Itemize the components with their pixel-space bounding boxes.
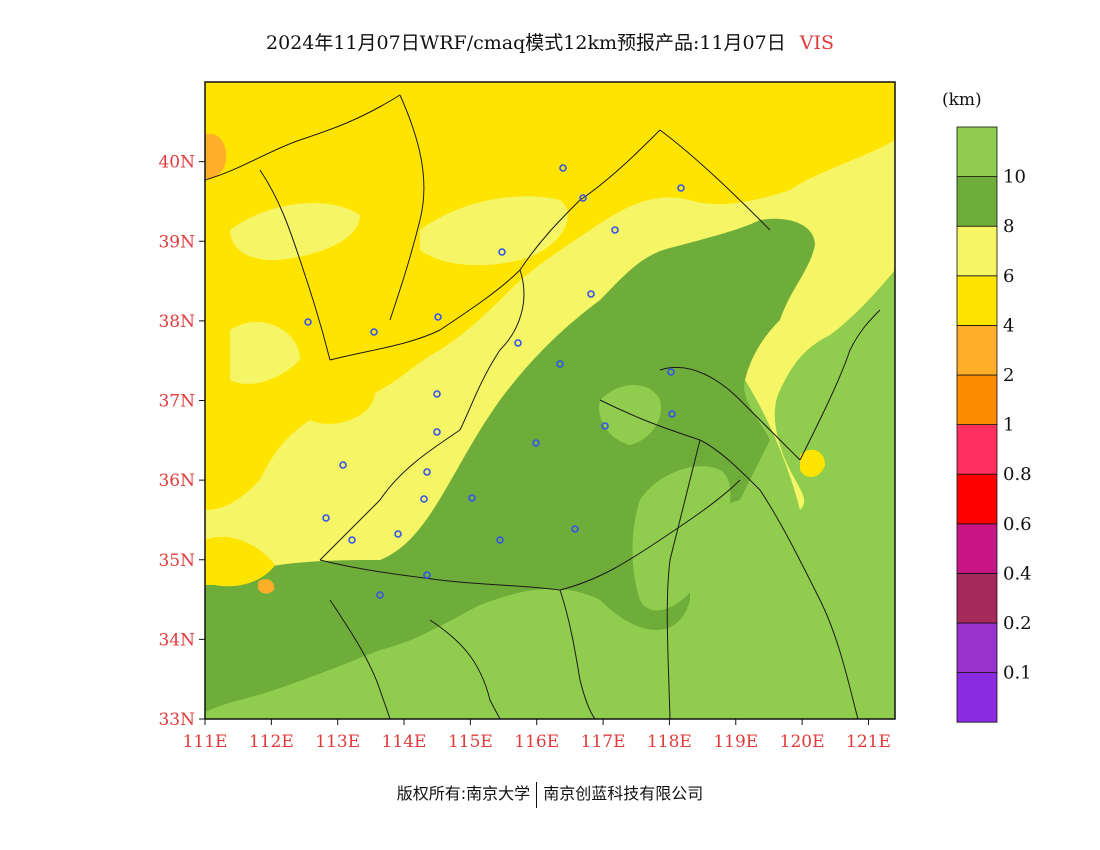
lon-label: 119E (713, 732, 758, 752)
colorbar: 0.1 0.2 0.4 0.6 0.8 1 2 4 6 8 10 (956, 126, 1032, 723)
field-2-4-patch2 (258, 579, 275, 594)
city-marker (498, 248, 506, 256)
chart-title: 2024年11月07日WRF/cmaq模式12km预报产品:11月07日 VIS (0, 28, 1100, 55)
city-marker (579, 194, 587, 202)
city-marker (322, 514, 330, 522)
colorbar-swatch (956, 324, 998, 376)
field-6-8-lobe3 (230, 321, 300, 384)
lon-label: 113E (315, 732, 360, 752)
lon-label: 117E (581, 732, 626, 752)
colorbar-swatch (956, 523, 998, 574)
colorbar-swatch (956, 374, 998, 425)
city-marker (433, 390, 441, 398)
field-4-6 (205, 82, 895, 510)
lat-label: 39N (158, 232, 195, 252)
field-4-6-patch3 (800, 449, 825, 477)
city-marker (394, 530, 402, 538)
colorbar-label: 8 (1003, 216, 1014, 237)
city-marker (532, 439, 540, 447)
lat-label: 40N (158, 153, 195, 173)
city-marker (370, 328, 378, 336)
city-marker (611, 226, 619, 234)
lon-label: 114E (382, 732, 427, 752)
lat-label: 37N (158, 392, 195, 412)
title-main: 2024年11月07日WRF/cmaq模式12km预报产品:11月07日 (266, 32, 786, 54)
footer-right: 南京创蓝科技有限公司 (543, 784, 704, 803)
lon-label: 120E (780, 732, 825, 752)
footer-separator (536, 781, 538, 808)
field-6-8-lobe2 (230, 203, 360, 261)
lon-label: 111E (183, 732, 228, 752)
lat-label: 33N (158, 710, 195, 730)
city-marker (514, 339, 522, 347)
field-6-8-lobe (420, 196, 568, 266)
colorbar-swatch (956, 275, 998, 326)
field-4-6-patch (205, 536, 275, 587)
lon-label: 115E (448, 732, 493, 752)
field-gt10-inner (632, 466, 731, 611)
city-marker (468, 494, 476, 502)
city-marker (559, 164, 567, 172)
city-marker (587, 290, 595, 298)
colorbar-label: 0.1 (1003, 663, 1032, 684)
lat-label: 38N (158, 312, 195, 332)
city-marker (420, 495, 428, 503)
city-marker (677, 184, 685, 192)
axes: 33N 34N 35N 36N 37N 38N 39N 40N 111E 112E 113E 114E… (158, 153, 890, 752)
city-marker (556, 360, 564, 368)
city-marker (571, 525, 579, 533)
city-marker (339, 461, 347, 469)
city-marker (496, 536, 504, 544)
city-marker (423, 468, 431, 476)
city-marker (434, 313, 442, 321)
title-variable: VIS (799, 32, 834, 54)
field-gt10-inner2 (599, 385, 661, 445)
city-marker (601, 422, 609, 430)
footer: 版权所有:南京大学 南京创蓝科技有限公司 (0, 780, 1100, 808)
colorbar-label: 6 (1003, 266, 1014, 287)
colorbar-label: 2 (1003, 365, 1014, 386)
city-marker (668, 410, 676, 418)
city-marker (423, 571, 431, 579)
lon-label: 116E (514, 732, 559, 752)
colorbar-swatch (956, 126, 998, 177)
city-marker (433, 428, 441, 436)
colorbar-swatch (956, 622, 998, 673)
lat-label: 36N (158, 471, 195, 491)
visibility-field (205, 82, 895, 719)
city-marker (376, 591, 384, 599)
lat-label: 35N (158, 551, 195, 571)
colorbar-swatch (956, 473, 998, 525)
colorbar-label: 0.6 (1003, 514, 1032, 535)
lon-label: 121E (846, 732, 891, 752)
city-marker (348, 536, 356, 544)
field-2-4-patch (205, 133, 227, 179)
colorbar-label: 0.2 (1003, 613, 1032, 634)
colorbar-swatch (956, 176, 998, 227)
colorbar-label: 10 (1003, 167, 1026, 188)
lon-label: 112E (249, 732, 294, 752)
colorbar-label: 0.4 (1003, 563, 1032, 584)
city-marker (667, 368, 675, 376)
field-4-6-patch2 (294, 369, 375, 424)
colorbar-swatch (956, 573, 998, 624)
lon-label: 118E (647, 732, 692, 752)
colorbar-label: 1 (1003, 415, 1014, 436)
lat-label: 34N (158, 630, 195, 650)
city-markers (304, 164, 685, 599)
footer-left: 版权所有:南京大学 (396, 784, 531, 803)
colorbar-unit: (km) (942, 90, 982, 110)
colorbar-label: 4 (1003, 315, 1014, 336)
colorbar-swatch (956, 424, 998, 475)
city-marker (304, 318, 312, 326)
colorbar-swatch (956, 225, 998, 277)
colorbar-label: 0.8 (1003, 464, 1032, 485)
colorbar-swatch (956, 672, 998, 723)
